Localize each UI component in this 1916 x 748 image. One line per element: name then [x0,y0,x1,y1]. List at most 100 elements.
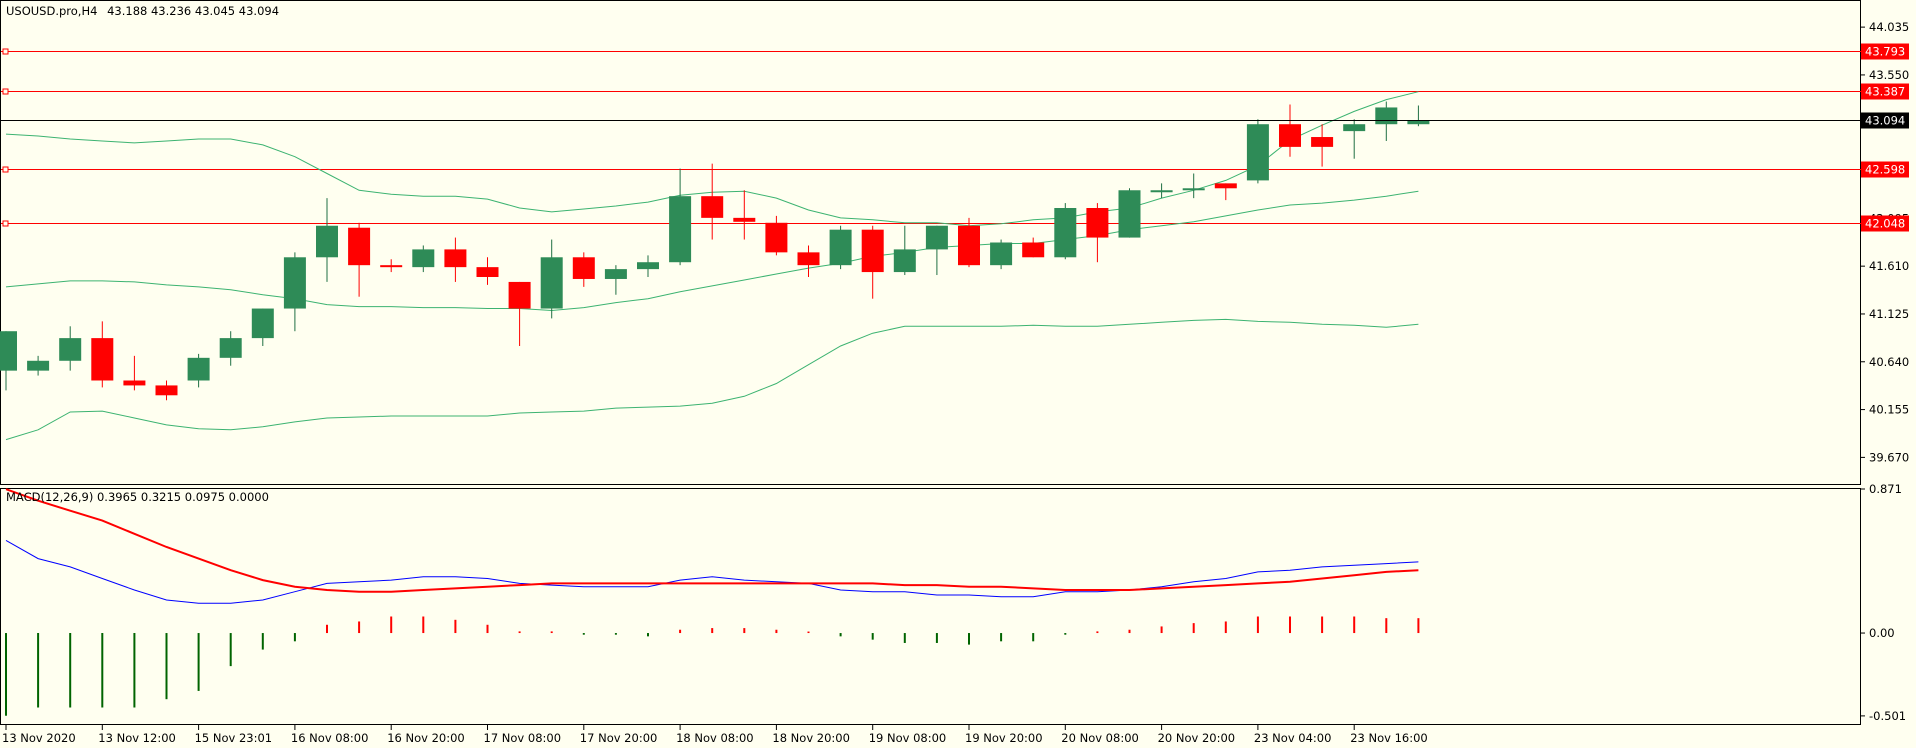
candle-body-bullish [251,308,274,339]
price-tick-label: 40.155 [1869,403,1909,417]
horizontal-levels [1,48,1861,227]
time-tick-label: 18 Nov 20:00 [772,731,850,745]
time-tick-label: 23 Nov 04:00 [1254,731,1332,745]
candle-body-bearish [444,249,467,268]
price-tick-label: 41.125 [1869,307,1909,321]
time-tick-label: 18 Nov 08:00 [676,731,754,745]
candle-body-bullish [59,338,82,361]
price-tick-label: 44.035 [1869,20,1909,34]
current-price-tag [1861,112,1909,129]
bollinger-lower [5,318,1419,441]
time-tick-label: 13 Nov 2020 [2,731,76,745]
candle-body-bearish [1022,242,1045,258]
time-axis: 13 Nov 2020 13 Nov 12:00 15 Nov 23:01 16 No… [2,725,1428,745]
macd-tick-label: -0.501 [1869,709,1906,723]
candle-body-bearish [123,380,146,386]
candle-body-bearish [797,252,820,266]
bollinger-middle [5,190,1419,312]
macd-label: MACD(12,26,9) 0.3965 0.3215 0.0975 0.000… [6,490,269,504]
candle-body-bearish [91,338,114,381]
time-tick-label: 15 Nov 23:01 [195,731,273,745]
current-price-line: 43.094 [1,112,1909,129]
candle-body-bullish [925,225,948,250]
candle-body-bearish [701,196,724,218]
candle-body-bearish [348,227,371,266]
candle-body-bullish [637,262,659,270]
candle-body-bearish [1214,183,1237,189]
candle-body-bullish [1375,107,1398,125]
price-tick-label: 43.550 [1869,68,1909,82]
candle-body-bearish [1311,137,1334,147]
level-price-tag [1861,83,1909,100]
level-price-tag [1861,161,1909,178]
candle-body-bearish [476,267,499,277]
level-price-label: 42.048 [1865,217,1905,231]
candle-body-bullish [1246,124,1269,181]
candle-body-bullish [283,257,306,309]
candle-body-bullish [187,357,210,381]
macd-histogram [5,616,1420,716]
level-price-label: 43.387 [1865,85,1905,99]
time-tick-label: 16 Nov 08:00 [291,731,369,745]
price-tick-label: 41.610 [1869,259,1909,273]
candlestick-series [0,101,1430,401]
time-tick-label: 20 Nov 20:00 [1158,731,1236,745]
candle-body-bullish [990,242,1013,266]
candle-body-bearish [765,222,788,253]
candle-body-bullish [1150,190,1173,193]
candle-body-bullish [1054,208,1077,258]
candle-body-bullish [1407,120,1430,125]
time-tick-label: 17 Nov 20:00 [580,731,658,745]
time-tick-label: 16 Nov 20:00 [387,731,465,745]
level-anchor-marker [2,220,9,227]
current-price-label: 43.094 [1865,114,1905,128]
candle-body-bullish [540,257,563,309]
level-anchor-marker [2,48,9,55]
macd-lines [5,488,1419,604]
macd-tick-label: 0.871 [1869,482,1902,496]
candle-body-bullish [316,225,338,258]
candle-body-bullish [219,338,242,358]
time-tick-label: 19 Nov 20:00 [965,731,1043,745]
candle-body-bearish [508,281,531,309]
candle-body-bearish [572,257,595,279]
time-tick-label: 13 Nov 12:00 [98,731,176,745]
macd-tick-label: 0.00 [1869,626,1895,640]
macd-main-line [5,539,1419,604]
candle-body-bullish [669,196,692,263]
candle-body-bullish [1118,190,1141,238]
macd-axis-ticks: 0.871 0.00 -0.501 [1861,482,1906,723]
level-price-label: 43.793 [1865,45,1905,59]
candle-body-bearish [380,265,403,268]
time-tick-label: 20 Nov 08:00 [1061,731,1139,745]
candle-body-bullish [829,229,852,266]
macd-panel[interactable] [0,488,1861,725]
level-price-tags: 43.793 43.387 42.598 42.048 [1861,43,1909,232]
symbol-label: USOUSD.pro,H4 [6,4,97,18]
candle-body-bullish [27,360,50,371]
time-tick-label: 19 Nov 08:00 [869,731,947,745]
candle-body-bearish [958,225,980,266]
candle-body-bullish [0,331,17,371]
candle-body-bearish [1086,208,1109,238]
candle-body-bullish [893,249,916,273]
level-price-tag [1861,43,1909,60]
candle-body-bearish [155,385,178,396]
level-anchor-marker [2,166,9,173]
level-price-tag [1861,215,1909,232]
macd-signal-line [5,488,1419,593]
time-tick-label: 17 Nov 08:00 [484,731,562,745]
candle-body-bullish [412,249,435,268]
candle-body-bullish [1182,188,1205,191]
candle-body-bullish [1343,124,1366,132]
level-anchor-marker [2,88,9,95]
time-tick-label: 23 Nov 16:00 [1350,731,1428,745]
chart-header: USOUSD.pro,H4 43.188 43.236 43.045 43.09… [6,4,279,18]
price-tick-label: 40.640 [1869,355,1909,369]
ohlc-label: 43.188 43.236 43.045 43.094 [107,4,279,18]
candle-body-bearish [733,217,756,222]
candle-body-bullish [604,269,627,279]
candle-body-bearish [1279,124,1301,147]
candle-body-bearish [861,229,884,273]
